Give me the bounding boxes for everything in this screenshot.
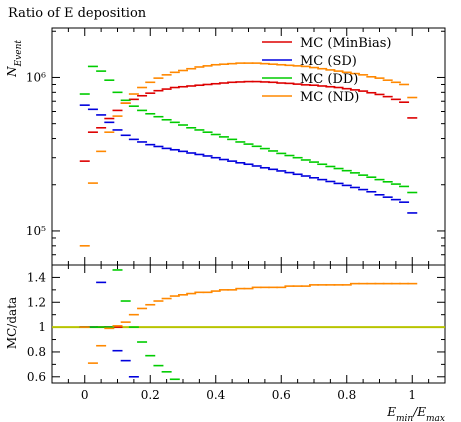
x-tick-label: 0.4 bbox=[206, 388, 225, 402]
y-tick-label-top: 10⁵ bbox=[26, 224, 46, 238]
axis-labels: NEvent MC/data Emin/Emax bbox=[5, 40, 445, 422]
legend-label: MC (DD) bbox=[300, 72, 358, 87]
y-axis-label-bottom: MC/data bbox=[5, 297, 19, 349]
chart-title: Ratio of E deposition bbox=[8, 6, 147, 21]
legend-label: MC (SD) bbox=[300, 54, 357, 69]
x-tick-label: 1 bbox=[408, 388, 416, 402]
ratio-panel-frame: 0 0.2 0.4 0.6 0.8 1 0.6 0.8 1 1.2 1.4 bbox=[27, 264, 446, 402]
x-tick-label: 0.6 bbox=[272, 388, 291, 402]
legend-label: MC (MinBias) bbox=[300, 36, 392, 51]
y-tick-label-bottom: 1.2 bbox=[27, 295, 46, 309]
y-tick-label-bottom: 1.4 bbox=[27, 270, 46, 284]
y-tick-label-top: 10⁶ bbox=[26, 70, 46, 84]
legend-label: MC (ND) bbox=[300, 90, 359, 105]
y-tick-label-bottom: 1 bbox=[38, 320, 46, 334]
y-axis-label-top: NEvent bbox=[5, 40, 24, 78]
ratio-panel-border bbox=[51, 264, 446, 384]
y-tick-label-bottom: 0.8 bbox=[27, 345, 46, 359]
top-panel-marks bbox=[79, 62, 418, 247]
y-tick-label-bottom: 0.6 bbox=[27, 370, 46, 384]
x-tick-label: 0.2 bbox=[141, 388, 160, 402]
x-tick-label: 0.8 bbox=[337, 388, 356, 402]
x-axis-label: Emin/Emax bbox=[386, 405, 445, 422]
ratio-panel-marks bbox=[79, 269, 418, 381]
x-tick-label: 0 bbox=[81, 388, 89, 402]
legend: MC (MinBias) MC (SD) MC (DD) MC (ND) bbox=[262, 36, 392, 105]
top-panel-frame: 10⁵ 10⁶ bbox=[26, 27, 446, 266]
